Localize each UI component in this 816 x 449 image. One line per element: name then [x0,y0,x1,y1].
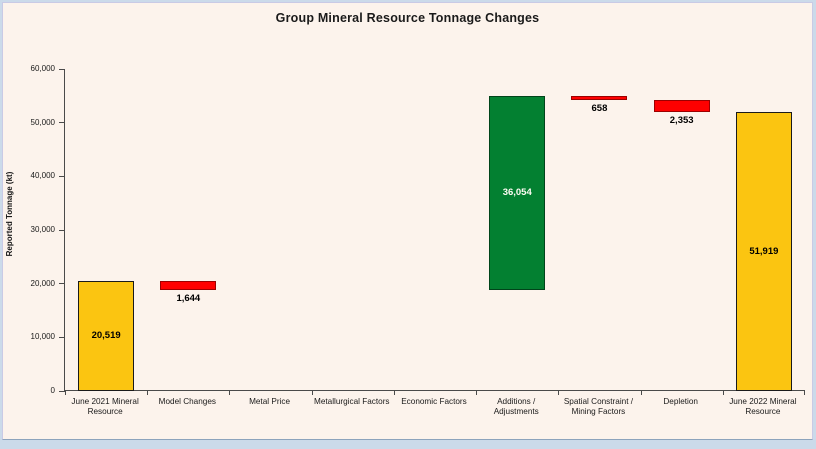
waterfall-bar-total [78,280,135,391]
x-axis-tick [393,390,395,395]
y-tick-label: 30,000 [30,225,55,234]
y-axis-tick [59,390,65,392]
x-axis-tick [229,390,231,395]
x-axis-labels: June 2021 Mineral Resource Model Changes M… [64,397,804,433]
category-label: Economic Factors [401,397,467,406]
bar-value-label: 36,054 [502,186,532,198]
x-axis-tick [558,390,560,395]
bar-value-label: 51,919 [749,245,779,257]
y-axis-tick [59,122,65,124]
y-tick-label: 40,000 [30,171,55,181]
y-axis-tick [59,229,65,231]
y-axis-tick [59,283,65,285]
bar-value-label: 20,519 [91,329,121,341]
plot-area: 0 10,000 20,000 30,000 40,000 50,000 60,000 20,… [31,64,805,395]
y-axis-tick [59,175,65,177]
category-label: Spatial Constraint / Mining Factors [563,397,634,417]
y-axis-title: Reported Tonnage (kt) [5,171,14,257]
category-label: Additions / Adjustments [493,397,539,417]
category-label: Depletion [663,397,698,406]
x-axis-tick [147,390,149,395]
category-label: June 2022 Mineral Resource [729,397,797,417]
y-tick-label: 60,000 [30,64,55,73]
bar-value-label: 658 [591,102,608,114]
bar-value-label: 1,644 [176,292,201,304]
y-tick-label: 0 [50,386,55,395]
chart-title: Group Mineral Resource Tonnage Changes [275,11,540,25]
x-axis-tick [65,390,66,395]
x-axis-tick [640,390,642,395]
y-axis-tick [59,336,65,338]
x-axis-tick [804,390,805,395]
waterfall-bar-decrease [653,99,710,113]
waterfall-bar-decrease [571,96,628,100]
waterfall-bar-total [735,112,792,391]
x-axis-tick [722,390,724,395]
category-label: June 2021 Mineral Resource [71,397,139,417]
y-axis-tick [59,68,65,70]
y-tick-label: 50,000 [30,117,55,127]
category-label: Metal Price [249,397,291,406]
waterfall-bar-decrease [160,280,217,290]
category-label: Metallurgical Factors [314,397,390,406]
y-tick-label: 20,000 [30,278,55,288]
category-label: Model Changes [158,397,216,406]
x-axis-tick [311,390,313,395]
bar-value-label: 2,353 [669,115,694,127]
y-tick-label: 10,000 [30,332,55,342]
waterfall-bar-increase [489,96,546,290]
chart-panel: Group Mineral Resource Tonnage Changes R… [2,2,813,440]
x-axis-tick [476,390,478,395]
